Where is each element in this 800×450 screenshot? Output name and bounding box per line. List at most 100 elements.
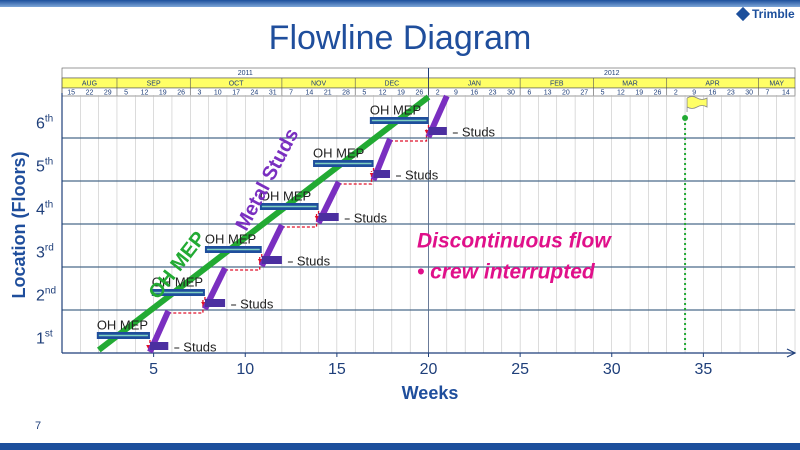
studs-bar [428, 127, 447, 135]
floor-number: 6 [36, 116, 45, 133]
day-label: 21 [324, 89, 332, 96]
wait-line [168, 300, 204, 314]
day-label: 16 [709, 89, 717, 96]
day-label: 20 [562, 89, 570, 96]
day-label: 23 [727, 89, 735, 96]
note: Discontinuous flow [417, 230, 612, 253]
month-label: DEC [384, 80, 399, 87]
day-label: 23 [489, 89, 497, 96]
studs-label: Studs [297, 253, 331, 268]
studs-label: Studs [354, 210, 388, 225]
bottom-band [0, 443, 800, 450]
day-label: 12 [141, 89, 149, 96]
x-tick-label: 35 [694, 361, 712, 378]
day-label: 31 [269, 89, 277, 96]
day-label: 5 [124, 89, 128, 96]
y-tick-label: 5th [36, 156, 53, 176]
day-label: 26 [654, 89, 662, 96]
floor-number: 3 [36, 245, 45, 262]
logo: Trimble [735, 6, 795, 21]
day-label: 14 [305, 89, 313, 96]
x-tick-label: 20 [420, 361, 438, 378]
logo-text: Trimble [752, 7, 795, 21]
mep-label: OH MEP [97, 317, 148, 332]
month-label: NOV [311, 80, 327, 87]
day-label: 7 [289, 89, 293, 96]
x-tick-label: 15 [328, 361, 346, 378]
mep-label: OH MEP [313, 145, 364, 160]
top-band [0, 0, 800, 7]
day-label: 19 [159, 89, 167, 96]
year-label: 2012 [604, 70, 620, 77]
wait-line [225, 257, 261, 271]
month-label: MAY [769, 80, 784, 87]
floor-number: 4 [36, 202, 45, 219]
studs-bar [261, 256, 282, 264]
studs-label: Studs [183, 339, 217, 354]
x-axis-label: Weeks [402, 383, 459, 403]
day-label: 9 [454, 89, 458, 96]
day-label: 2 [674, 89, 678, 96]
milestone-dot [682, 115, 689, 121]
y-axis-label: Location (Floors) [9, 152, 29, 299]
studs-label: Studs [240, 296, 274, 311]
floor-number: 1 [36, 331, 45, 348]
day-label: 29 [104, 89, 112, 96]
mep-flowline [96, 94, 431, 353]
day-label: 30 [507, 89, 515, 96]
studs-bar [149, 342, 169, 350]
year-label: 2011 [238, 70, 253, 77]
x-tick-label: 10 [236, 361, 254, 378]
y-tick-label: 2nd [36, 285, 56, 305]
floor-suffix: th [45, 199, 53, 210]
mep-label: OH MEP [370, 102, 421, 117]
floor-suffix: nd [45, 285, 56, 296]
studs-bar [318, 213, 339, 221]
floor-suffix: th [45, 156, 53, 167]
month-label: AUG [82, 80, 97, 87]
floor-number: 5 [36, 159, 45, 176]
y-tick-label: 3rd [36, 242, 54, 262]
month-label: FEB [550, 80, 564, 87]
mep-label: OH MEP [205, 231, 256, 246]
day-label: 3 [197, 89, 201, 96]
y-tick-label: 1st [36, 328, 53, 348]
month-label: OCT [229, 80, 245, 87]
day-label: 30 [745, 89, 753, 96]
day-label: 22 [86, 89, 94, 96]
day-label: 2 [436, 89, 440, 96]
month-label: APR [705, 80, 719, 87]
day-label: 5 [601, 89, 605, 96]
y-tick-label: 6th [36, 113, 53, 133]
floor-suffix: rd [45, 242, 54, 253]
x-tick-label: 30 [603, 361, 621, 378]
y-tick-label: 4th [36, 199, 53, 219]
day-label: 5 [362, 89, 366, 96]
day-label: 9 [692, 89, 696, 96]
day-label: 27 [580, 89, 588, 96]
day-label: 26 [177, 89, 185, 96]
studs-bar [373, 170, 391, 178]
day-label: 7 [766, 89, 770, 96]
day-label: 6 [527, 89, 531, 96]
day-label: 24 [251, 89, 259, 96]
floor-suffix: th [45, 113, 53, 124]
x-axis-arrow [786, 348, 797, 358]
slide-title: Flowline Diagram [269, 19, 532, 57]
month-label: MAR [622, 80, 638, 87]
month-label: SEP [147, 80, 161, 87]
studs-label: Studs [462, 124, 496, 139]
mep-label: OH MEP [152, 274, 203, 289]
wait-line [281, 214, 318, 228]
mep-label: OH MEP [260, 188, 311, 203]
day-label: 12 [617, 89, 625, 96]
studs-label: Studs [405, 167, 439, 182]
milestone-flag [686, 96, 708, 112]
day-label: 12 [379, 89, 387, 96]
floor-suffix: st [45, 328, 53, 339]
day-label: 10 [214, 89, 222, 96]
studs-bar [204, 299, 226, 307]
day-label: 15 [67, 89, 75, 96]
page-number: 7 [35, 420, 41, 432]
